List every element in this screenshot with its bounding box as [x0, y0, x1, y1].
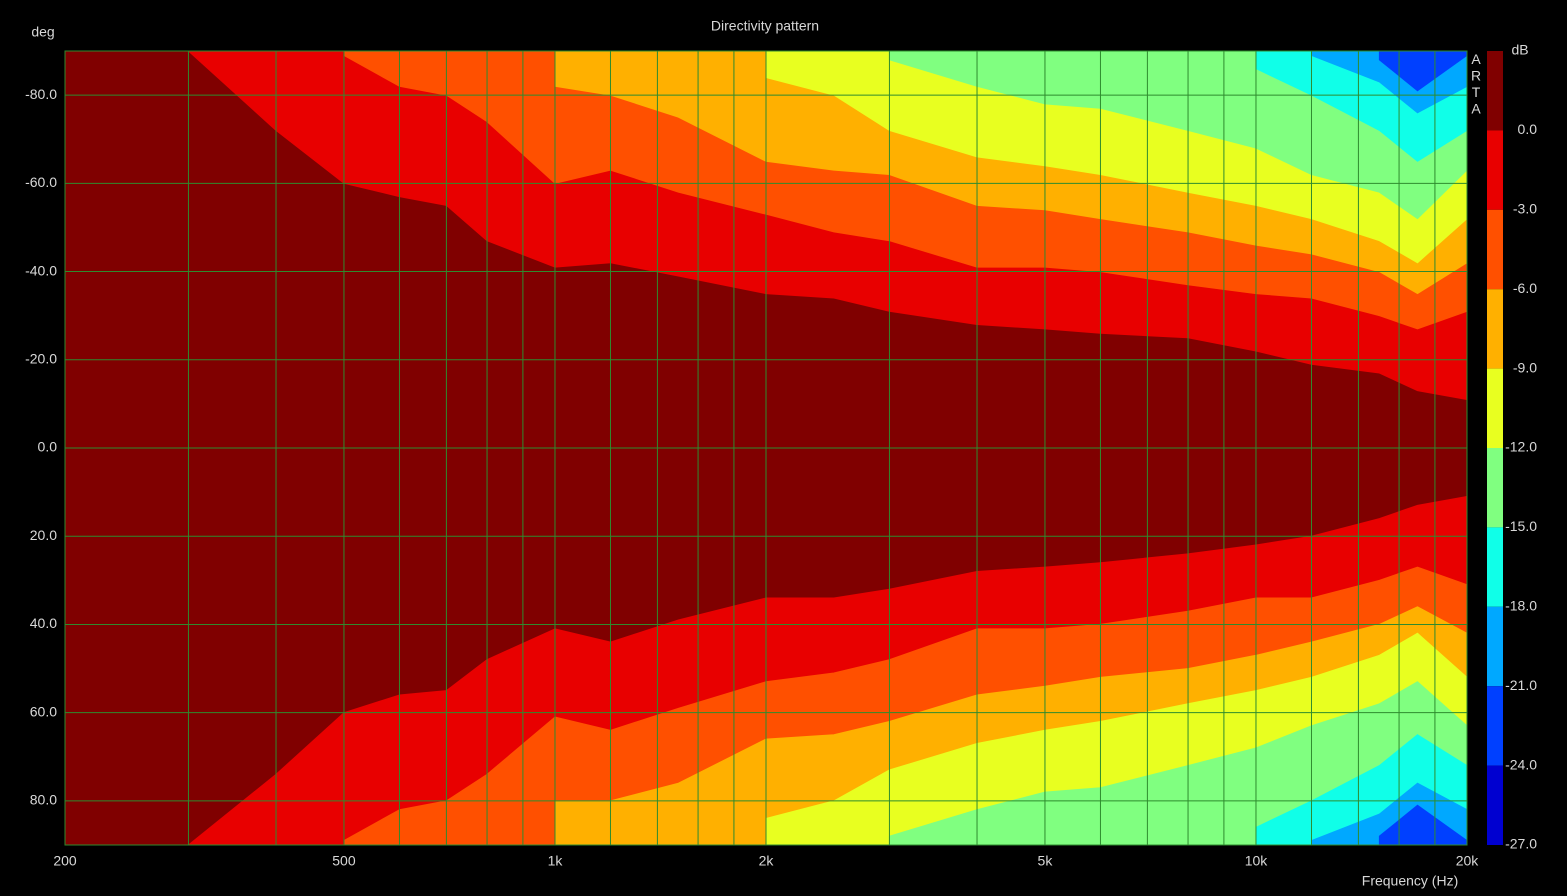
x-tick-label: 20k	[1456, 853, 1480, 869]
x-tick-label: 2k	[759, 853, 775, 869]
colorbar-tick-label: -27.0	[1505, 836, 1537, 852]
y-tick-label: 20.0	[30, 527, 57, 543]
x-tick-label: 10k	[1245, 853, 1269, 869]
colorbar-tick-label: 0.0	[1518, 121, 1538, 137]
grid	[64, 50, 1468, 846]
colorbar-tick-label: -12.0	[1505, 439, 1537, 455]
y-tick-label: 60.0	[30, 703, 57, 719]
x-axis-label: Frequency (Hz)	[1362, 873, 1458, 889]
colorbar-tick-label: -24.0	[1505, 756, 1537, 772]
colorbar-tick-label: -6.0	[1513, 280, 1537, 296]
colorbar-tick-label: -21.0	[1505, 677, 1537, 693]
y-tick-label: 40.0	[30, 615, 57, 631]
colorbar-band	[1487, 765, 1503, 845]
colorbar-tick-label: -3.0	[1513, 201, 1537, 217]
colorbar-tick-label: -18.0	[1505, 598, 1537, 614]
y-tick-label: -40.0	[25, 262, 57, 278]
colorbar-tick-label: -15.0	[1505, 518, 1537, 534]
y-tick-label: -80.0	[25, 86, 57, 102]
colorbar-band	[1487, 368, 1503, 448]
y-tick-label: 80.0	[30, 792, 57, 808]
labels: Directivity pattern deg Frequency (Hz) d…	[25, 18, 1537, 889]
colorbar-band	[1487, 51, 1503, 131]
colorbar-band	[1487, 606, 1503, 687]
colorbar-label: dB	[1511, 42, 1528, 58]
colorbar-band	[1487, 527, 1503, 607]
colorbar-band	[1487, 130, 1503, 210]
y-tick-label: -20.0	[25, 350, 57, 366]
plot-frame	[64, 50, 1468, 846]
y-tick-label: 0.0	[38, 439, 58, 455]
colorbar-tick-label: -9.0	[1513, 359, 1537, 375]
y-axis-label: deg	[31, 24, 54, 40]
colorbar-band	[1487, 289, 1503, 369]
colorbar-band	[1487, 209, 1503, 290]
colorbar-band	[1487, 686, 1503, 766]
x-tick-label: 500	[332, 853, 356, 869]
x-tick-label: 5k	[1038, 853, 1054, 869]
x-tick-label: 1k	[548, 853, 564, 869]
y-tick-label: -60.0	[25, 174, 57, 190]
x-tick-label: 200	[53, 853, 77, 869]
colorbar-band	[1487, 448, 1503, 528]
chart-title: Directivity pattern	[711, 18, 819, 34]
